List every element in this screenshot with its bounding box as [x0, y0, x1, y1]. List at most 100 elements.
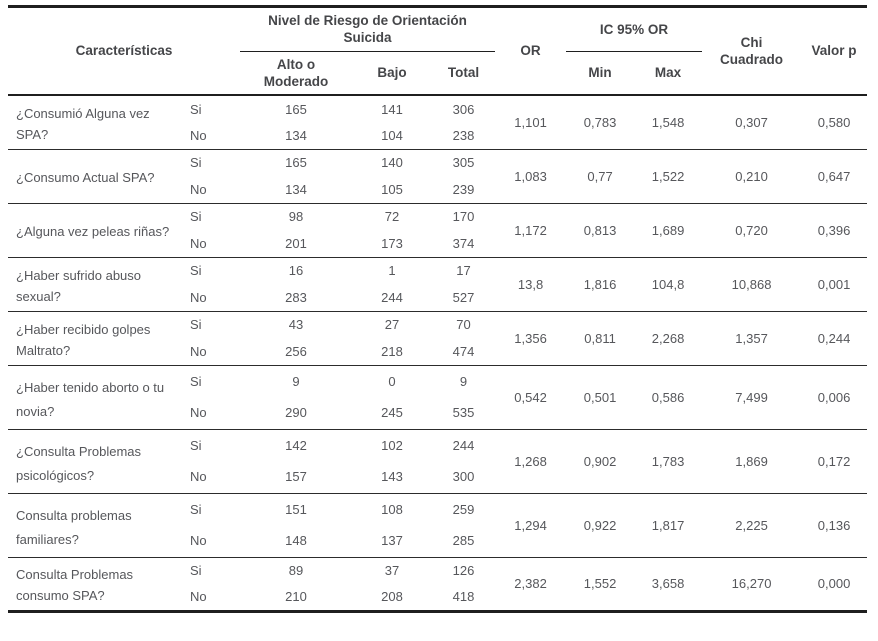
table-block-abuso-sexual: ¿Haber sufrido abuso sexual? Si 16 1 17 …	[8, 257, 868, 311]
table-block-problemas-familiares: Consulta problemas familiares? Si 151 10…	[8, 493, 868, 557]
count-total: 238	[452, 127, 475, 143]
count-total: 474	[452, 343, 475, 359]
table-block-consumo-spa-consulta: Consulta Problemas consumo SPA? Si 89 37…	[8, 557, 868, 611]
count-bajo: 143	[381, 469, 403, 485]
count-bajo: 141	[381, 101, 403, 117]
ic-min-value: 1,816	[583, 276, 617, 292]
count-alto-moderado: 151	[285, 501, 307, 517]
answer-no-label: No	[190, 289, 207, 305]
ic-min-value: 0,811	[584, 330, 616, 346]
table-block-problemas-psicologicos: ¿Consulta Problemas psicológicos? Si 142…	[8, 429, 868, 493]
no-row: No 283 244 527	[8, 284, 867, 311]
question-cell: ¿Alguna vez peleas riñas?	[16, 224, 170, 240]
ic-min-value: 1,552	[583, 576, 617, 592]
no-row: No 256 218 474	[8, 338, 867, 365]
header-caracteristicas: Características	[75, 43, 173, 59]
p-value: 0,006	[817, 389, 851, 405]
chi-squared-value: 16,270	[731, 576, 772, 592]
count-bajo: 137	[381, 533, 403, 549]
question-cell: ¿Haber recibido golpes Maltrato?	[16, 321, 151, 358]
or-value: 1,172	[514, 222, 547, 238]
answer-si-label: Si	[190, 101, 202, 117]
p-value: 0,000	[817, 576, 851, 592]
p-value: 0,396	[817, 222, 851, 238]
count-bajo: 104	[381, 127, 403, 143]
si-row: ¿Alguna vez peleas riñas? Si 98 72 170 1…	[8, 203, 867, 239]
count-bajo: 0	[388, 373, 396, 389]
count-total: 244	[452, 437, 475, 453]
count-total: 259	[452, 501, 475, 517]
answer-no-label: No	[190, 589, 207, 605]
count-total: 170	[452, 209, 475, 225]
count-bajo: 108	[381, 501, 403, 517]
count-total: 239	[452, 181, 475, 197]
ic-min-value: 0,813	[583, 222, 617, 238]
p-value: 0,136	[817, 517, 851, 533]
header-bajo: Bajo	[377, 65, 407, 81]
ic-max-value: 3,658	[651, 576, 685, 592]
count-alto-moderado: 142	[285, 437, 307, 453]
answer-si-label: Si	[190, 563, 202, 579]
count-alto-moderado: 210	[285, 589, 307, 605]
header-row-subcolumns: Alto o Moderado Bajo Total Min Max	[8, 51, 867, 95]
count-alto-moderado: 148	[285, 533, 307, 549]
si-row: ¿Consulta Problemas psicológicos? Si 142…	[8, 429, 867, 483]
or-value: 0,542	[514, 389, 547, 405]
question-cell: Consulta problemas familiares?	[16, 507, 132, 547]
answer-si-label: Si	[190, 263, 202, 279]
chi-squared-value: 1,869	[735, 453, 768, 469]
question-cell: Consulta Problemas consumo SPA?	[16, 567, 134, 604]
chi-squared-value: 7,499	[735, 389, 768, 405]
count-bajo: 218	[381, 343, 403, 359]
p-value: 0,172	[817, 453, 851, 469]
question-cell: ¿Consumió Alguna vez SPA?	[16, 105, 150, 142]
count-alto-moderado: 201	[285, 235, 307, 251]
ic-min-value: 0,501	[583, 389, 617, 405]
count-bajo: 105	[381, 181, 403, 197]
count-bajo: 173	[381, 235, 403, 251]
count-total: 300	[452, 469, 475, 485]
p-value: 0,001	[817, 276, 851, 292]
table-block-consumio-alguna-vez-spa: ¿Consumió Alguna vez SPA? Si 165 141 306…	[8, 95, 868, 149]
table-block-consumo-actual-spa: ¿Consumo Actual SPA? Si 165 140 305 1,08…	[8, 149, 868, 203]
or-value: 1,356	[514, 330, 547, 346]
count-bajo: 37	[384, 563, 400, 579]
or-value: 2,382	[514, 576, 547, 592]
table-header: Características Nivel de Riesgo de Orien…	[8, 6, 868, 96]
answer-si-label: Si	[190, 155, 202, 171]
header-valor-p: Valor p	[811, 43, 857, 59]
count-alto-moderado: 134	[285, 181, 307, 197]
count-alto-moderado: 165	[285, 155, 307, 171]
chi-squared-value: 2,225	[735, 517, 768, 533]
answer-si-label: Si	[190, 317, 202, 333]
answer-si-label: Si	[190, 501, 202, 517]
si-row: ¿Haber sufrido abuso sexual? Si 16 1 17 …	[8, 257, 867, 303]
answer-no-label: No	[190, 235, 207, 251]
count-total: 535	[452, 405, 475, 421]
ic-min-value: 0,77	[587, 168, 613, 184]
count-alto-moderado: 9	[292, 373, 300, 389]
count-alto-moderado: 16	[288, 263, 304, 279]
count-bajo: 245	[381, 405, 403, 421]
ic-max-value: 104,8	[651, 276, 685, 292]
header-ic95-group: IC 95% OR	[566, 6, 703, 52]
or-value: 1,083	[514, 168, 547, 184]
chi-squared-value: 0,307	[735, 114, 768, 130]
si-row: ¿Consumo Actual SPA? Si 165 140 305 1,08…	[8, 149, 867, 185]
ic-max-value: 1,548	[651, 114, 685, 130]
count-total: 70	[456, 317, 471, 333]
count-total: 418	[452, 589, 475, 605]
si-row: Consulta problemas familiares? Si 151 10…	[8, 493, 867, 547]
count-total: 126	[452, 563, 475, 579]
question-cell: ¿Haber tenido aborto o tu novia?	[16, 379, 165, 419]
count-alto-moderado: 43	[288, 317, 304, 333]
no-row: No 148 137 285	[8, 525, 867, 557]
count-total: 17	[456, 263, 471, 279]
question-cell: ¿Consumo Actual SPA?	[16, 170, 155, 186]
p-value: 0,647	[817, 168, 851, 184]
header-min: Min	[588, 65, 612, 81]
header-max: Max	[654, 65, 682, 81]
count-alto-moderado: 283	[285, 289, 307, 305]
suicide-risk-stats-table: Características Nivel de Riesgo de Orien…	[8, 5, 868, 613]
ic-max-value: 1,689	[651, 222, 685, 238]
